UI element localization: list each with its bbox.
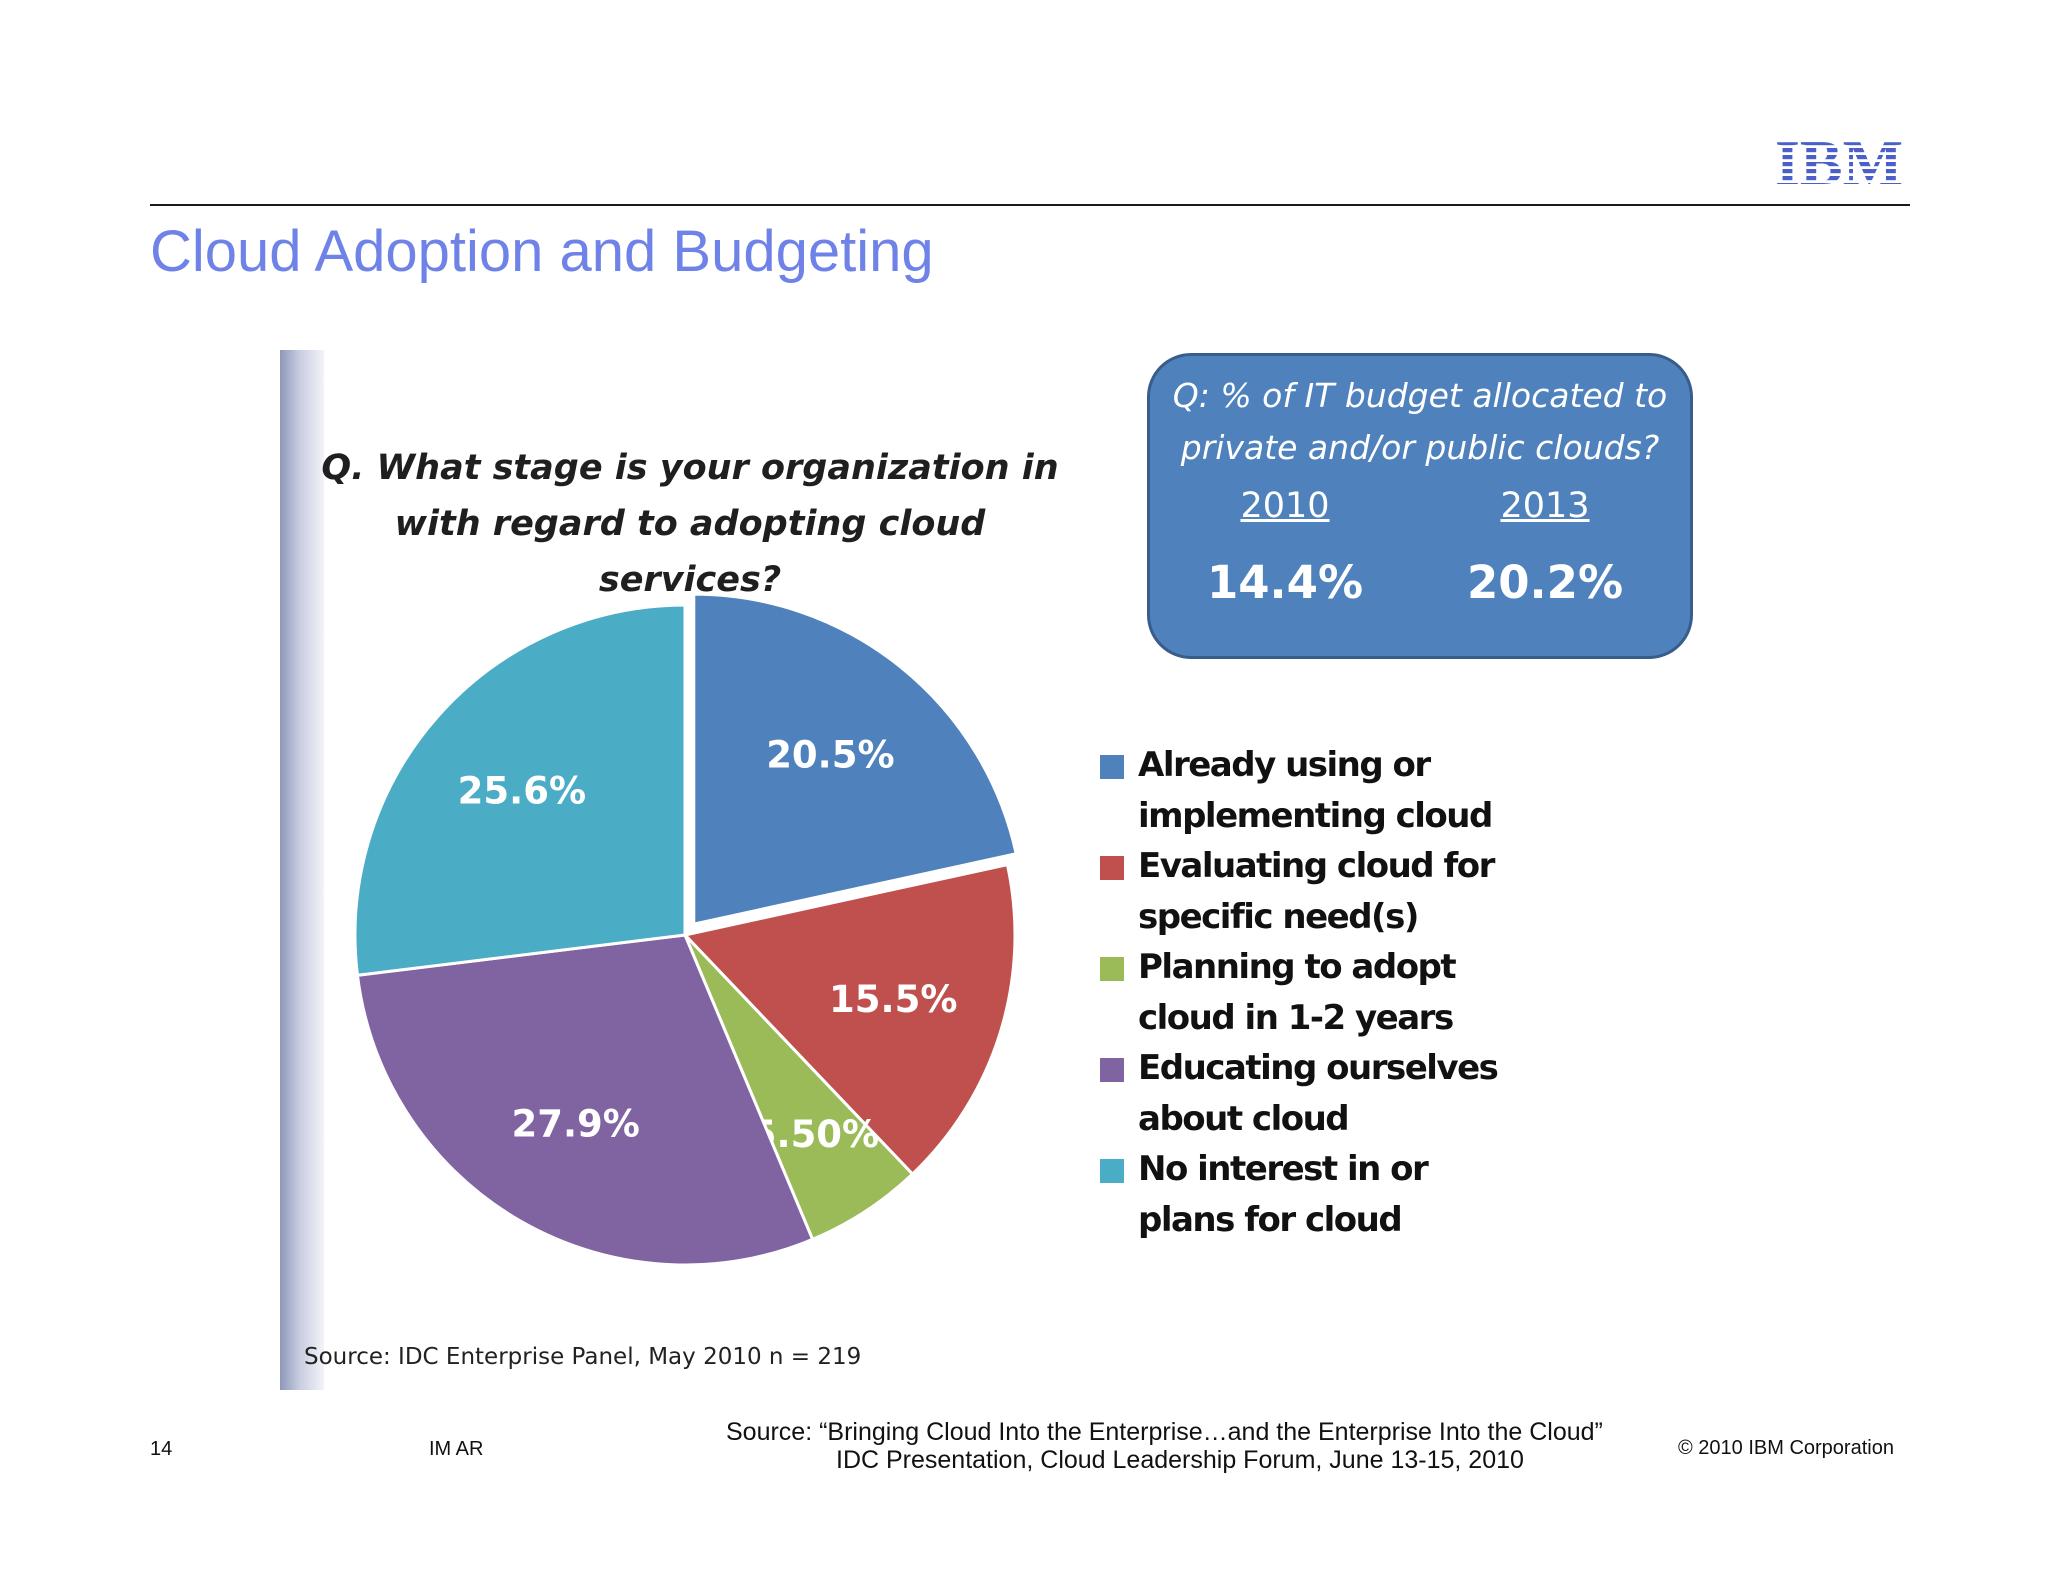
legend-item-educating-ourselves-about-cloud: Educating ourselves about cloud <box>1100 1043 1520 1144</box>
legend-label: Already using or implementing cloud <box>1138 745 1493 836</box>
presentation-source: Source: “Bringing Cloud Into the Enterpr… <box>726 1418 1603 1474</box>
budget-callout: Q: % of IT budget allocated to private a… <box>1147 353 1693 659</box>
pie-slice-evaluating-cloud-for-specific-need-s <box>682 862 1017 1177</box>
pie-slice-no-interest-in-or-plans-for-cloud <box>353 603 687 977</box>
budget-year-2010: 2010 <box>1240 486 1330 526</box>
budget-value-2010: 14.4% <box>1206 556 1364 609</box>
pie-slice-already-using-or-implementing-cloud <box>692 592 1018 926</box>
pie-data-label: 25.6% <box>458 770 586 813</box>
ibm-logo: IBM <box>1775 134 1903 190</box>
pie-data-label: 15.5% <box>829 978 957 1021</box>
budget-year-2013: 2013 <box>1500 486 1590 526</box>
panel-edge-decoration <box>280 350 324 1390</box>
budget-question: Q: % of IT budget allocated to private a… <box>1172 376 1668 467</box>
legend-item-no-interest-in-or-plans-for-cloud: No interest in or plans for cloud <box>1100 1144 1520 1245</box>
copyright: © 2010 IBM Corporation <box>1678 1437 1894 1459</box>
svg-text:IBM: IBM <box>1775 134 1903 190</box>
legend-item-evaluating-cloud-for-specific-need-s: Evaluating cloud for specific need(s) <box>1100 841 1520 942</box>
legend-swatch <box>1100 755 1124 779</box>
legend-swatch <box>1100 957 1124 981</box>
legend-swatch <box>1100 856 1124 880</box>
pie-chart: 20.5%15.5%5.50%27.9%25.6% <box>353 592 1018 1267</box>
pie-slice-educating-ourselves-about-cloud <box>355 933 815 1267</box>
source-line-1: Source: “Bringing Cloud Into the Enterpr… <box>726 1418 1603 1446</box>
legend-label: Planning to adopt cloud in 1-2 years <box>1138 947 1457 1038</box>
pie-data-label: 20.5% <box>766 733 894 776</box>
chart-question: Q. What stage is your organization in wi… <box>321 448 1059 600</box>
slide-title: Cloud Adoption and Budgeting <box>150 219 934 284</box>
department-label: IM AR <box>429 1438 484 1460</box>
legend-swatch <box>1100 1058 1124 1082</box>
legend-item-already-using-or-implementing-cloud: Already using or implementing cloud <box>1100 740 1520 841</box>
legend-label: No interest in or plans for cloud <box>1138 1149 1429 1240</box>
chart-legend: Already using or implementing cloud Evalu… <box>1100 740 1520 1245</box>
legend-item-planning-to-adopt-cloud-in-1-2-years: Planning to adopt cloud in 1-2 years <box>1100 942 1520 1043</box>
header-rule <box>150 204 1910 206</box>
legend-label: Evaluating cloud for specific need(s) <box>1138 846 1495 937</box>
pie-data-label: 27.9% <box>511 1102 639 1145</box>
legend-swatch <box>1100 1159 1124 1183</box>
legend-label: Educating ourselves about cloud <box>1138 1048 1499 1139</box>
chart-source: Source: IDC Enterprise Panel, May 2010 n… <box>304 1344 862 1370</box>
source-line-2: IDC Presentation, Cloud Leadership Forum… <box>836 1446 1524 1474</box>
budget-value-2013: 20.2% <box>1466 556 1624 609</box>
slide-number: 14 <box>150 1438 173 1460</box>
